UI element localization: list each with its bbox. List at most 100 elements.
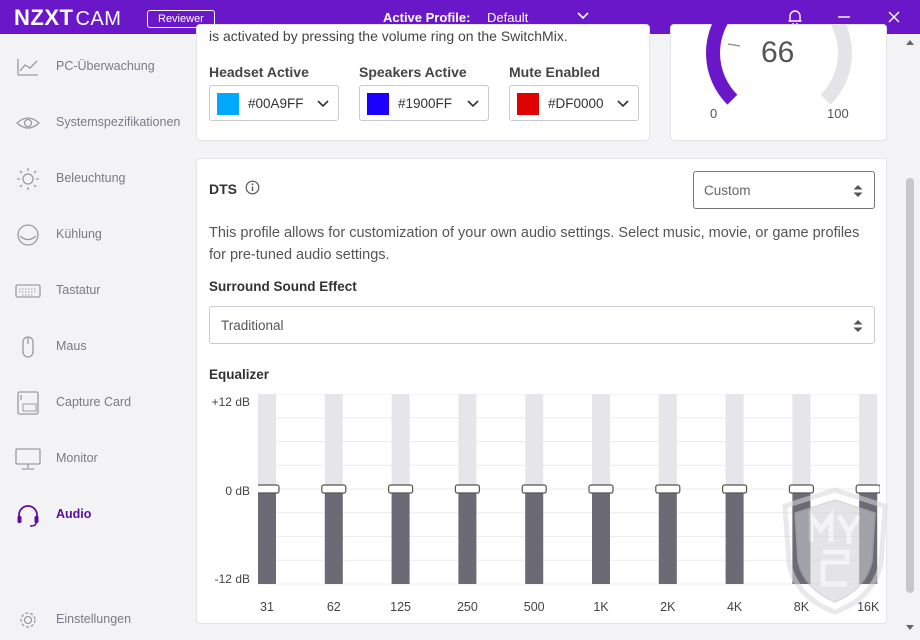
headset-color-picker[interactable]: #00A9FF (209, 85, 339, 121)
eq-band-label: 125 (390, 600, 411, 614)
sidebar-item-label: Capture Card (56, 395, 132, 409)
sort-arrows-icon (853, 185, 863, 197)
eq-slider-handle-250[interactable] (454, 484, 480, 494)
eq-slider-fill-2K (658, 489, 677, 584)
scrollbar-thumb[interactable] (906, 178, 914, 593)
sidebar-item-pc-berwachung[interactable]: PC-Überwachung (0, 47, 180, 87)
gauge-value: 66 (761, 36, 795, 69)
dts-preset-value: Custom (704, 183, 751, 198)
sidebar-item-label: Einstellungen (56, 612, 132, 626)
gauge-min-label: 0 (710, 106, 718, 121)
eye-icon (16, 117, 40, 129)
app-logo: NZXT CAM (14, 5, 122, 30)
sidebar-item-label: Monitor (56, 451, 98, 465)
sidebar-item-capture-card[interactable]: Capture Card (0, 383, 180, 423)
lighting-colors-card (196, 24, 650, 141)
surround-sound-value: Traditional (221, 318, 284, 333)
color-swatch (367, 93, 389, 115)
eq-slider-fill-31 (258, 489, 276, 584)
monitoring-chart-icon (17, 59, 38, 76)
minimize-icon[interactable] (835, 8, 853, 26)
monitor-icon (15, 448, 41, 470)
sidebar-item-systemspezifikationen[interactable]: Systemspezifikationen (0, 103, 180, 143)
sidebar-item-tastatur[interactable]: Tastatur (0, 271, 180, 311)
chevron-down-icon (467, 100, 479, 108)
eq-slider-handle-4K[interactable] (722, 484, 748, 494)
scroll-down-arrow-icon[interactable] (905, 624, 915, 632)
chevron-down-icon (317, 100, 329, 108)
color-swatch (217, 93, 239, 115)
color-hex-value: #00A9FF (248, 96, 304, 111)
eq-slider-fill-1K (592, 489, 610, 584)
headset-icon (17, 505, 39, 527)
mute-enabled-title: Mute Enabled (509, 64, 601, 80)
eq-slider-fill-250 (458, 489, 477, 584)
fan-icon (17, 224, 39, 246)
gauge-tick (727, 43, 741, 47)
eq-slider-handle-16K[interactable] (855, 484, 880, 494)
eq-y-label-mid: 0 dB (225, 484, 250, 498)
eq-slider-handle-62[interactable] (321, 484, 347, 494)
sidebar-item-audio[interactable]: Audio (0, 495, 180, 535)
gauge-fill (706, 24, 738, 105)
keyboard-icon (15, 284, 41, 298)
volume-gauge (706, 24, 852, 105)
equalizer-title: Equalizer (209, 367, 270, 382)
sidebar-item-label: Audio (56, 507, 92, 521)
profile-chevron-down-icon[interactable] (576, 8, 590, 22)
mute-color-picker[interactable]: #DF0000 (509, 85, 639, 121)
eq-y-label-bottom: -12 dB (214, 572, 250, 586)
sort-arrows-icon (853, 320, 863, 332)
eq-slider-handle-125[interactable] (388, 484, 414, 494)
dts-preset-select[interactable]: Custom (693, 171, 875, 209)
eq-slider-handle-1K[interactable] (588, 484, 614, 494)
gear-icon (20, 612, 36, 628)
sidebar-item-label: PC-Überwachung (56, 59, 155, 73)
chevron-down-icon (617, 100, 629, 108)
sidebar-item-k-hlung[interactable]: Kühlung (0, 215, 180, 255)
sun-icon (17, 168, 39, 190)
sidebar-item-label: Maus (56, 339, 87, 353)
surround-sound-title: Surround Sound Effect (209, 279, 357, 294)
eq-slider-handle-2K[interactable] (655, 484, 681, 494)
reviewer-badge: Reviewer (147, 10, 215, 28)
sidebar-item-monitor[interactable]: Monitor (0, 439, 180, 479)
eq-band-label: 4K (727, 600, 743, 614)
dts-title: DTS (209, 181, 237, 197)
eq-band-label: 16K (857, 600, 880, 614)
active-profile-label: Active Profile: (383, 10, 471, 25)
sidebar-item-settings[interactable]: Einstellungen (0, 600, 180, 640)
watermark-shield-logo (782, 487, 888, 615)
color-hex-value: #DF0000 (548, 96, 604, 111)
sidebar-item-label: Systemspezifikationen (56, 115, 181, 129)
eq-slider-handle-500[interactable] (521, 484, 547, 494)
info-icon[interactable] (245, 180, 260, 195)
sidebar-item-maus[interactable]: Maus (0, 327, 180, 367)
eq-band-label: 2K (660, 600, 676, 614)
sidebar-item-label: Beleuchtung (56, 171, 126, 185)
gauge-max-label: 100 (827, 106, 849, 121)
eq-slider-handle-31[interactable] (258, 484, 280, 494)
eq-slider-handle-8K[interactable] (788, 484, 815, 494)
eq-slider-fill-62 (324, 489, 343, 584)
volume-ring-hint: is activated by pressing the volume ring… (209, 28, 568, 44)
close-icon[interactable] (885, 8, 903, 26)
active-profile-value[interactable]: Default (487, 10, 529, 25)
color-hex-value: #1900FF (398, 96, 453, 111)
mouse-icon (22, 336, 34, 358)
color-swatch (517, 93, 539, 115)
surround-sound-select[interactable]: Traditional (209, 306, 875, 344)
scroll-up-arrow-icon[interactable] (905, 38, 915, 46)
eq-band-label: 250 (457, 600, 478, 614)
headset-active-title: Headset Active (209, 64, 309, 80)
speakers-active-title: Speakers Active (359, 64, 467, 80)
dts-description: This profile allows for customization of… (209, 225, 860, 263)
sidebar-item-beleuchtung[interactable]: Beleuchtung (0, 159, 180, 199)
eq-slider-fill-125 (391, 489, 410, 584)
eq-band-label: 31 (260, 600, 274, 614)
eq-slider-fill-500 (525, 489, 544, 584)
sidebar-item-label: Tastatur (56, 283, 101, 297)
speakers-color-picker[interactable]: #1900FF (359, 85, 489, 121)
capture-card-icon (17, 391, 39, 415)
eq-band-label: 8K (794, 600, 810, 614)
